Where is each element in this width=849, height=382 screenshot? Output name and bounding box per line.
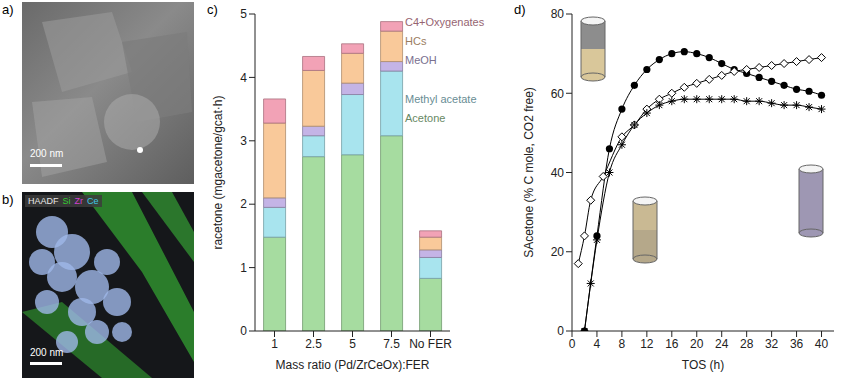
svg-text:racetone (mgacetone/gcat·h): racetone (mgacetone/gcat·h) [211, 95, 225, 249]
svg-text:16: 16 [665, 337, 679, 351]
html-text:HAADF Si Zr: HAADF Si Zr [28, 196, 83, 206]
svg-text:Mass ratio (Pd/ZrCeOx):FER: Mass ratio (Pd/ZrCeOx):FER [275, 358, 429, 372]
svg-text:1: 1 [271, 337, 278, 351]
svg-text:2.5: 2.5 [305, 337, 322, 351]
svg-text:32: 32 [765, 337, 779, 351]
html-text:Methyl acetate: Methyl acetate [405, 93, 477, 105]
html-text:c): c) [207, 2, 218, 17]
svg-text:20: 20 [551, 245, 565, 259]
html-text:200 nm: 200 nm [30, 148, 64, 159]
svg-text:40: 40 [551, 166, 565, 180]
svg-text:36: 36 [790, 337, 804, 351]
svg-text:4: 4 [594, 337, 601, 351]
svg-text:No FER: No FER [409, 337, 452, 351]
svg-text:7.5: 7.5 [383, 337, 400, 351]
svg-text:40: 40 [815, 337, 829, 351]
html-text:MeOH: MeOH [405, 54, 437, 66]
html-text:Ce: Ce [87, 196, 99, 206]
svg-text:4: 4 [240, 71, 247, 85]
svg-text:3: 3 [240, 134, 247, 148]
svg-text:8: 8 [619, 337, 626, 351]
html-text:b): b) [2, 192, 14, 207]
svg-text:20: 20 [690, 337, 704, 351]
svg-text:60: 60 [551, 87, 565, 101]
svg-text:80: 80 [551, 7, 565, 21]
svg-text:0: 0 [569, 337, 576, 351]
html-text:a): a) [2, 2, 14, 17]
svg-text:2: 2 [240, 197, 247, 211]
svg-text:1: 1 [240, 261, 247, 275]
html-text:C4+Oxygenates: C4+Oxygenates [405, 16, 485, 28]
html-text:Acetone: Acetone [405, 112, 446, 124]
svg-text:0: 0 [557, 324, 564, 338]
svg-text:TOS (h): TOS (h) [682, 358, 724, 372]
svg-text:0: 0 [240, 324, 247, 338]
svg-text:24: 24 [715, 337, 729, 351]
svg-text:12: 12 [640, 337, 654, 351]
html-text:HCs: HCs [405, 35, 427, 47]
svg-text:5: 5 [240, 7, 247, 21]
svg-text:28: 28 [740, 337, 754, 351]
html-text:d): d) [514, 2, 526, 17]
html-text:200 nm: 200 nm [30, 347, 64, 358]
svg-text:SAcetone (% C mole, CO2 free): SAcetone (% C mole, CO2 free) [522, 87, 536, 258]
svg-text:5: 5 [349, 337, 356, 351]
